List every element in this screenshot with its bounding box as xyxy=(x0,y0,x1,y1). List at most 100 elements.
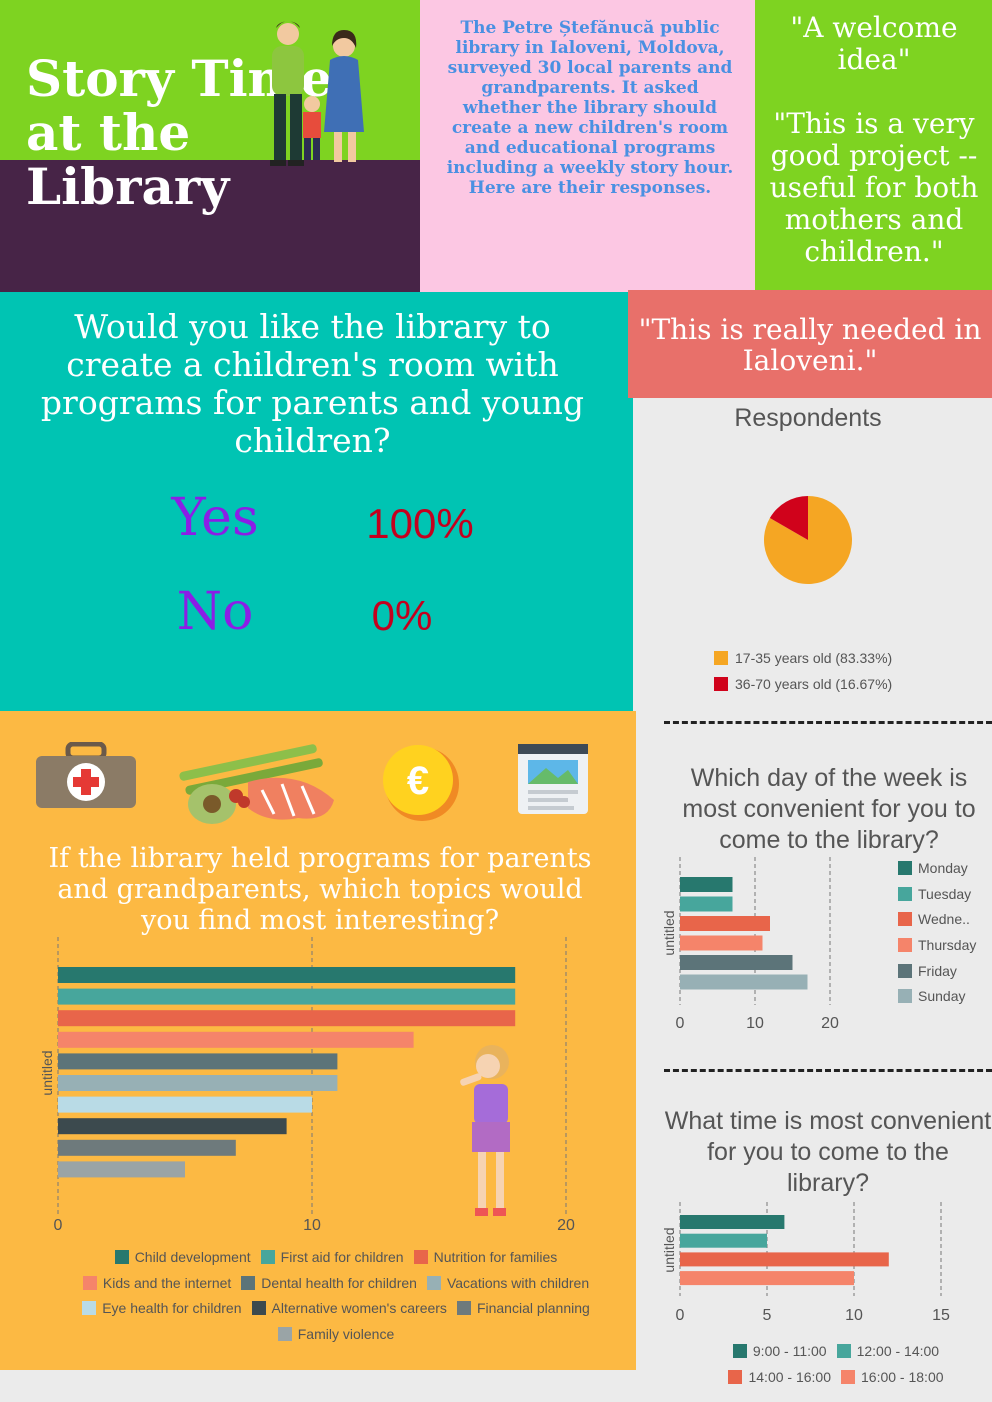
legend-label: First aid for children xyxy=(280,1249,404,1265)
first-aid-kit-icon xyxy=(36,742,136,808)
bar xyxy=(680,955,793,970)
day-question: Which day of the week is most convenient… xyxy=(682,764,976,854)
legend-label: Family violence xyxy=(297,1325,395,1342)
legend-swatch xyxy=(413,1250,428,1264)
x-tick-label: 20 xyxy=(557,1217,575,1234)
legend-item: Tuesday xyxy=(898,886,976,912)
quote-box xyxy=(628,290,992,398)
no-value: 0% xyxy=(371,592,433,639)
bar xyxy=(58,1139,236,1156)
respondents-pie-chart xyxy=(764,496,852,584)
legend-swatch xyxy=(728,1370,743,1384)
svg-text:€: € xyxy=(407,759,429,803)
y-axis-label: untitled xyxy=(661,1227,677,1272)
divider xyxy=(664,1069,992,1072)
legend-item: Nutrition for families xyxy=(413,1249,557,1265)
x-tick-label: 5 xyxy=(763,1307,772,1324)
legend-item: Thursday xyxy=(898,937,976,963)
bar xyxy=(680,896,733,912)
legend-label: Child development xyxy=(134,1249,251,1265)
legend-item: 16:00 - 18:00 xyxy=(841,1369,944,1385)
x-tick-label: 15 xyxy=(932,1307,950,1324)
legend-item: Vacations with children xyxy=(426,1274,590,1291)
legend-item: 12:00 - 14:00 xyxy=(836,1343,940,1359)
quote-panel xyxy=(755,0,992,292)
legend-swatch xyxy=(114,1250,129,1264)
legend-swatch xyxy=(714,651,728,665)
x-tick-label: 0 xyxy=(54,1217,63,1234)
bar xyxy=(58,1053,338,1070)
girl-illustration xyxy=(460,1045,510,1216)
bar xyxy=(58,1075,338,1091)
legend-label: 16:00 - 18:00 xyxy=(861,1369,944,1385)
bar xyxy=(58,1118,287,1135)
bar xyxy=(680,935,763,951)
legend-swatch xyxy=(732,1344,747,1358)
legend-item: Family violence xyxy=(277,1325,395,1342)
legend-item: Eye health for children xyxy=(82,1300,242,1316)
x-tick-label: 0 xyxy=(676,1307,685,1324)
legend-swatch xyxy=(841,1370,855,1384)
legend-label: Kids and the internet xyxy=(102,1274,232,1291)
bar xyxy=(680,877,733,892)
legend-item: Wedne.. xyxy=(898,911,976,937)
testimonial-quote-2: "This is really needed in Ialoveni." xyxy=(638,313,982,377)
legend-swatch xyxy=(426,1275,441,1290)
legend-item: Dental health for children xyxy=(241,1275,417,1291)
legend-swatch xyxy=(82,1301,97,1315)
legend-item: Financial planning xyxy=(456,1300,590,1316)
legend-swatch xyxy=(898,886,912,901)
legend-item: Child development xyxy=(114,1249,251,1265)
legend-item: 14:00 - 16:00 xyxy=(728,1369,831,1385)
x-tick-label: 10 xyxy=(303,1217,321,1234)
legend-swatch xyxy=(260,1250,275,1264)
legend-label: Wedne.. xyxy=(918,911,970,928)
bar xyxy=(680,1215,785,1229)
family-illustration xyxy=(270,21,364,166)
bar xyxy=(58,988,516,1005)
legend-label: 9:00 - 11:00 xyxy=(752,1343,827,1359)
y-axis-label: untitled xyxy=(661,910,677,955)
newspaper-icon xyxy=(518,744,588,814)
survey-question: Would you like the library to create a c… xyxy=(40,307,585,460)
time-question: What time is most convenient for you to … xyxy=(664,1107,992,1197)
legend-item: Alternative women's careers xyxy=(251,1300,447,1316)
intro-panel xyxy=(420,0,755,292)
bar xyxy=(58,1161,185,1178)
testimonial-quote: "A welcome idea" "This is a very good pr… xyxy=(769,11,979,268)
legend-label: Dental health for children xyxy=(261,1274,417,1291)
pie-slice xyxy=(769,496,808,540)
legend-swatch xyxy=(898,963,912,978)
legend-item: 17-35 years old (83.33%) xyxy=(714,650,892,666)
legend-label: Sunday xyxy=(918,988,966,1005)
header-purple-panel xyxy=(0,160,420,292)
bar xyxy=(680,1233,767,1248)
bar xyxy=(680,1271,854,1286)
legend-swatch xyxy=(836,1344,851,1358)
legend-item: Friday xyxy=(898,963,976,989)
divider xyxy=(664,721,992,724)
day-legend: Monday Tuesday Wedne.. Thursday Friday Sunday xyxy=(898,860,976,1014)
y-axis-label: untitled xyxy=(39,1050,55,1095)
yes-value: 100% xyxy=(366,500,474,547)
respondents-title: Respondents xyxy=(734,404,882,432)
legend-label: 12:00 - 14:00 xyxy=(856,1343,940,1359)
legend-label: Tuesday xyxy=(918,885,972,902)
topics-question: If the library held programs for parents… xyxy=(48,843,592,936)
legend-swatch xyxy=(241,1275,256,1290)
legend-item: Kids and the internet xyxy=(82,1274,232,1291)
legend-label: Friday xyxy=(918,962,957,979)
x-tick-label: 10 xyxy=(746,1015,764,1032)
legend-label: Vacations with children xyxy=(446,1274,590,1291)
legend-swatch xyxy=(898,989,912,1004)
legend-swatch xyxy=(277,1326,292,1341)
legend-item: 9:00 - 11:00 xyxy=(732,1343,827,1359)
legend-swatch xyxy=(82,1275,97,1290)
legend-label: 36-70 years old (16.67%) xyxy=(735,676,893,692)
bar xyxy=(680,916,770,931)
healthy-food-icon xyxy=(179,744,334,824)
day-bar-chart: 0 10 20 untitled xyxy=(661,857,839,1032)
time-bar-chart: 0 5 10 15 untitled xyxy=(661,1202,950,1324)
legend-label: Thursday xyxy=(918,937,977,954)
x-tick-label: 20 xyxy=(821,1015,839,1032)
